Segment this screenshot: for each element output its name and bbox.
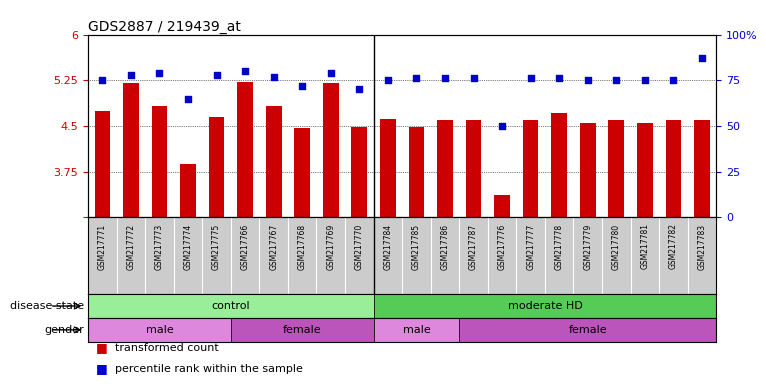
Bar: [466, 120, 481, 217]
Text: GDS2887 / 219439_at: GDS2887 / 219439_at: [88, 20, 241, 33]
Bar: [494, 195, 510, 217]
Point: [153, 70, 165, 76]
Text: GSM217768: GSM217768: [298, 223, 306, 270]
Text: disease state: disease state: [10, 301, 84, 311]
Point: [496, 123, 508, 129]
Text: GSM217770: GSM217770: [355, 223, 364, 270]
Bar: [266, 106, 282, 217]
Point: [381, 77, 394, 83]
Text: GSM217782: GSM217782: [669, 223, 678, 270]
Text: male: male: [403, 325, 430, 335]
Bar: [323, 83, 339, 217]
Text: percentile rank within the sample: percentile rank within the sample: [115, 364, 303, 374]
Point: [611, 77, 623, 83]
Text: male: male: [146, 325, 173, 335]
Point: [182, 96, 194, 102]
Text: GSM217771: GSM217771: [98, 223, 107, 270]
Bar: [437, 120, 453, 217]
Text: moderate HD: moderate HD: [508, 301, 582, 311]
Text: female: female: [283, 325, 322, 335]
Bar: [94, 111, 110, 217]
Point: [467, 75, 480, 81]
Text: GSM217786: GSM217786: [440, 223, 450, 270]
Point: [267, 73, 280, 79]
Bar: [123, 83, 139, 217]
Text: GSM217776: GSM217776: [498, 223, 506, 270]
Bar: [88, 294, 374, 318]
Bar: [666, 120, 681, 217]
Text: GSM217767: GSM217767: [269, 223, 278, 270]
Text: GSM217784: GSM217784: [383, 223, 392, 270]
Text: GSM217772: GSM217772: [126, 223, 136, 270]
Text: GSM217777: GSM217777: [526, 223, 535, 270]
Text: GSM217785: GSM217785: [412, 223, 421, 270]
Bar: [88, 318, 231, 342]
Text: GSM217781: GSM217781: [640, 223, 650, 270]
Bar: [580, 123, 596, 217]
Text: control: control: [211, 301, 250, 311]
Point: [639, 77, 651, 83]
Text: ■: ■: [96, 362, 107, 375]
Text: ■: ■: [96, 341, 107, 354]
Point: [553, 75, 565, 81]
Bar: [380, 119, 396, 217]
Bar: [352, 127, 367, 217]
Text: GSM217774: GSM217774: [184, 223, 192, 270]
Text: GSM217783: GSM217783: [697, 223, 706, 270]
Bar: [460, 318, 716, 342]
Point: [97, 77, 109, 83]
Bar: [608, 120, 624, 217]
Point: [125, 72, 137, 78]
Text: GSM217787: GSM217787: [469, 223, 478, 270]
Point: [411, 75, 423, 81]
Text: GSM217775: GSM217775: [212, 223, 221, 270]
Point: [581, 77, 594, 83]
Bar: [694, 120, 710, 217]
Point: [439, 75, 451, 81]
Point: [667, 77, 679, 83]
Bar: [374, 318, 460, 342]
Bar: [408, 127, 424, 217]
Bar: [180, 164, 196, 217]
Text: GSM217766: GSM217766: [241, 223, 250, 270]
Text: female: female: [568, 325, 607, 335]
Text: GSM217778: GSM217778: [555, 223, 564, 270]
Text: GSM217769: GSM217769: [326, 223, 336, 270]
Bar: [552, 113, 567, 217]
Point: [325, 70, 337, 76]
Bar: [522, 120, 538, 217]
Point: [525, 75, 537, 81]
Bar: [231, 318, 374, 342]
Bar: [208, 117, 224, 217]
Bar: [374, 294, 716, 318]
Text: transformed count: transformed count: [115, 343, 218, 353]
Point: [211, 72, 223, 78]
Point: [353, 86, 365, 93]
Point: [239, 68, 251, 74]
Text: gender: gender: [44, 325, 84, 335]
Text: GSM217773: GSM217773: [155, 223, 164, 270]
Bar: [237, 82, 253, 217]
Bar: [294, 128, 310, 217]
Text: GSM217780: GSM217780: [612, 223, 620, 270]
Point: [696, 55, 708, 61]
Text: GSM217779: GSM217779: [583, 223, 592, 270]
Bar: [152, 106, 167, 217]
Bar: [637, 123, 653, 217]
Point: [296, 83, 309, 89]
